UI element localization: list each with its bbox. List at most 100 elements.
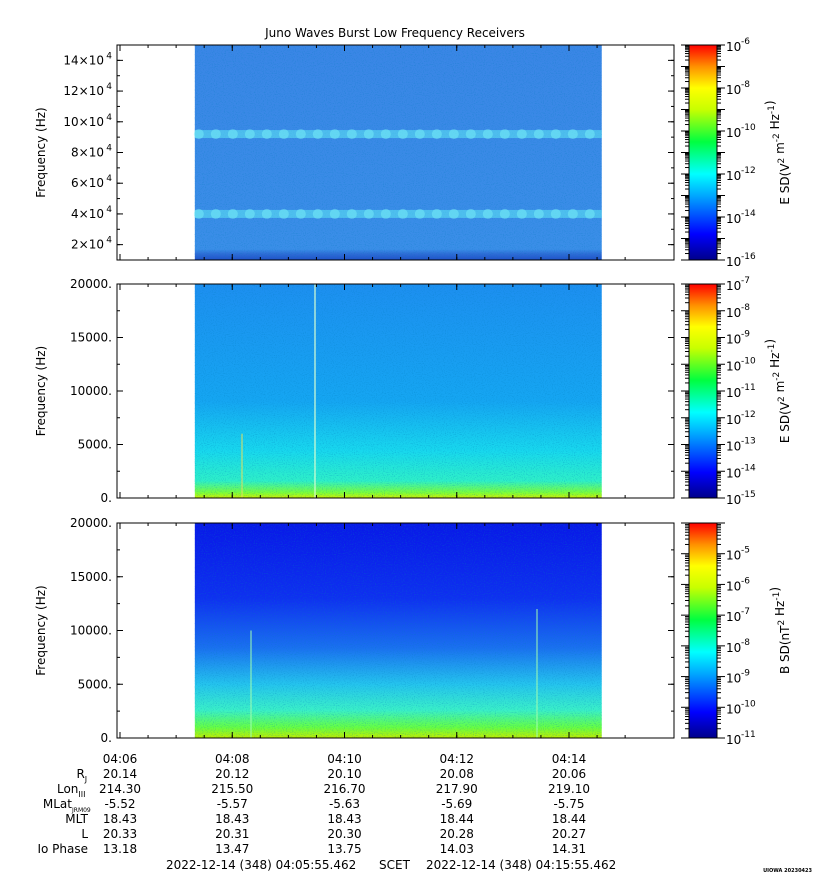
y-tick-label: 10×10 [63,115,104,129]
emission-blob [499,208,510,219]
ephemeris-value: 13.18 [103,842,137,856]
colorbar-tick-label: 10 [726,333,741,347]
emission-band [194,130,602,139]
footer-credit: UIOWA 20230423 [763,868,812,874]
y-tick-label: 5000. [78,677,112,691]
colorbar-tick-exponent: -7 [741,276,750,286]
y-tick-label: 0. [101,491,112,505]
colorbar-tick-label: 10 [726,40,741,54]
colorbar-tick-label: 10 [726,549,741,563]
y-tick-label: 12×10 [63,84,104,98]
ephemeris-value: 20.33 [103,827,137,841]
footer-start: 2022-12-14 (348) 04:05:55.462 [166,858,356,872]
ephemeris-value: 20.30 [327,827,361,841]
colorbar-tick-exponent: -8 [741,638,750,648]
emission-blob [193,208,204,219]
y-tick-label: 4×10 [71,207,104,221]
ephemeris-value: 13.75 [327,842,361,856]
colorbar-tick-exponent: -12 [741,166,756,176]
emission-blob [261,208,272,219]
x-tick-label: 04:12 [439,752,474,766]
spectrogram-noise [194,523,602,738]
colorbar-tick-exponent: -6 [741,576,750,586]
emission-blob [448,129,459,140]
colorbar-label-exponent: 2 [777,158,787,164]
emission-blob [550,208,561,219]
x-tick-label: 04:08 [215,752,250,766]
emission-blob [329,208,340,219]
emission-blob [431,129,442,140]
emission-blob [227,129,238,140]
y-tick-label: 10000. [70,624,112,638]
ephemeris-value: 18.44 [552,812,586,826]
ephemeris-value: -5.57 [217,797,248,811]
emission-blob [295,129,306,140]
y-tick-label: 20000. [70,516,112,530]
emission-blob [397,129,408,140]
ephemeris-value: 20.14 [103,767,137,781]
figure-title: Juno Waves Burst Low Frequency Receivers [264,26,525,40]
spectrogram-panel: 0. 5000. 10000. 15000. 20000. Frequency (Hz) 1… [34,276,792,507]
ephemeris-value: 219.10 [548,782,590,796]
ephemeris-label: Io Phase [37,842,88,856]
emission-blob [465,129,476,140]
ephemeris-value: 18.43 [215,812,249,826]
colorbar-tick-label: 10 [726,440,741,454]
ephemeris-label-subscript: III [78,790,85,799]
emission-blob [567,129,578,140]
ephemeris-value: -5.75 [553,797,584,811]
emission-blob [397,208,408,219]
colorbar [688,522,718,739]
colorbar-label-exponent: -1 [767,105,777,114]
ephemeris-value: 216.70 [324,782,366,796]
y-axis-label: Frequency (Hz) [34,107,48,198]
colorbar-tick-exponent: -5 [741,546,750,556]
ephemeris-label-subscript: JRM09 [71,807,91,814]
emission-blob [329,129,340,140]
emission-blob [482,208,493,219]
emission-blob [499,129,510,140]
colorbar-label: E SD(V2 m-2 Hz-1) [763,100,792,204]
ephemeris-value: 14.03 [440,842,474,856]
emission-blob [516,208,527,219]
colorbar-label-exponent: -2 [772,372,782,381]
ephemeris-value: 18.44 [440,812,474,826]
emission-blob [584,129,595,140]
emission-blob [414,129,425,140]
y-axis-label: Frequency (Hz) [34,585,48,676]
spectrogram-noise [194,45,602,260]
ephemeris-label: MLT [65,812,88,826]
colorbar-label-text: Hz [773,601,787,620]
y-tick-exponent: 4 [106,174,112,184]
emission-blob [533,129,544,140]
colorbar-label-close: ) [763,100,777,105]
colorbar-label-exponent: 2 [777,620,787,626]
x-tick-label: 04:06 [103,752,138,766]
emission-blob [244,129,255,140]
emission-blob [465,208,476,219]
ephemeris-value: -5.69 [441,797,472,811]
colorbar-tick-label: 10 [726,169,741,183]
colorbar-tick-label: 10 [726,579,741,593]
colorbar-tick-exponent: -9 [741,669,750,679]
spectrogram-panel: 0. 5000. 10000. 15000. 20000. Frequency (Hz) 1… [34,516,792,747]
ephemeris-value: 20.12 [215,767,249,781]
ephemeris-value: 20.31 [215,827,249,841]
y-tick-label: 6×10 [71,176,104,190]
colorbar-tick-label: 10 [726,641,741,655]
emission-blob [516,129,527,140]
colorbar-tick-label: 10 [726,255,741,269]
emission-blob [312,129,323,140]
emission-blob [278,129,289,140]
colorbar-label-close: ) [763,339,777,344]
ephemeris-value: 20.28 [440,827,474,841]
colorbar-label-close: ) [768,587,782,592]
colorbar-tick-exponent: -16 [741,252,756,262]
ephemeris-value: 20.08 [440,767,474,781]
colorbar-tick-label: 10 [726,126,741,140]
emission-blob [193,129,204,140]
colorbar-tick-label: 10 [726,466,741,480]
colorbar-tick-label: 10 [726,733,741,747]
emission-blob [346,129,357,140]
